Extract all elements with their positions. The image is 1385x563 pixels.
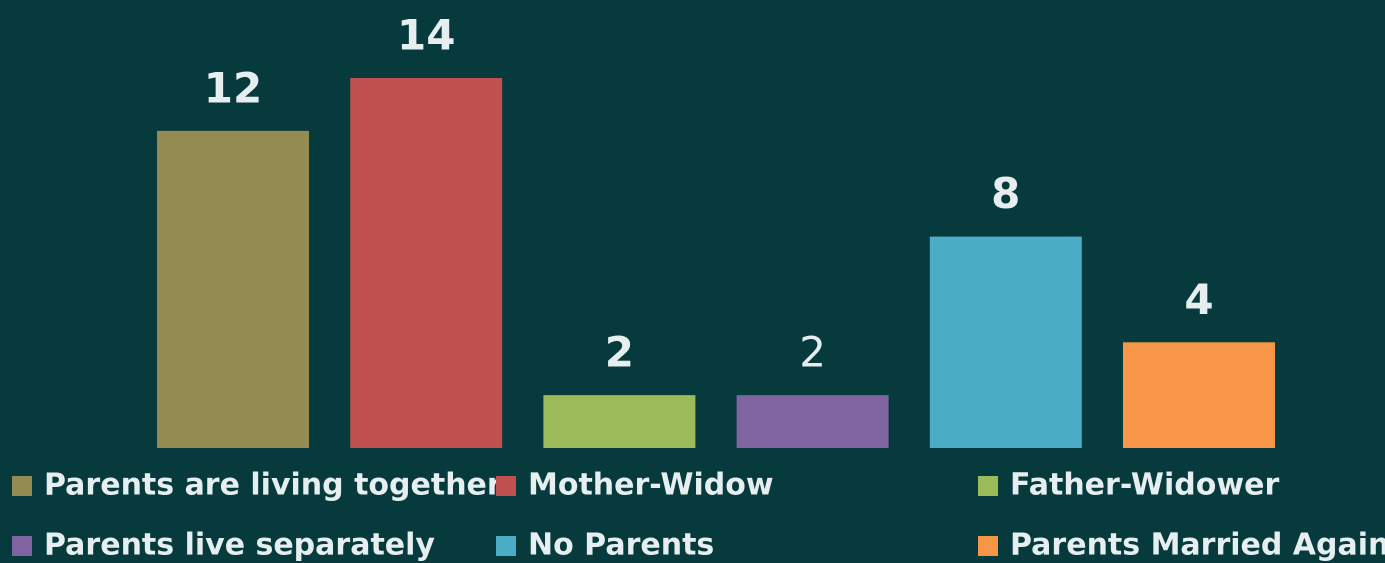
legend-swatch bbox=[978, 536, 998, 556]
bar bbox=[157, 130, 309, 448]
legend-label: Father-Widower bbox=[1010, 468, 1279, 503]
legend-label: Mother-Widow bbox=[528, 468, 774, 503]
bar bbox=[929, 236, 1082, 448]
value-label: 2 bbox=[799, 328, 826, 377]
value-label: 12 bbox=[204, 63, 262, 112]
legend-swatch bbox=[12, 476, 32, 496]
bar bbox=[1123, 342, 1275, 448]
legend-label: Parents live separately bbox=[44, 528, 435, 563]
legend-label: Parents Married Again bbox=[1010, 528, 1385, 563]
value-label: 2 bbox=[605, 328, 634, 377]
value-label: 14 bbox=[397, 11, 455, 60]
legend-label: No Parents bbox=[528, 528, 714, 563]
value-label: 4 bbox=[1184, 275, 1213, 324]
legend-swatch bbox=[12, 536, 32, 556]
bar bbox=[736, 395, 889, 448]
legend-label: Parents are living together bbox=[44, 468, 502, 503]
legend-swatch bbox=[978, 476, 998, 496]
legend-swatch bbox=[496, 476, 516, 496]
legend-swatch bbox=[496, 536, 516, 556]
value-label: 8 bbox=[991, 169, 1020, 218]
bar bbox=[543, 395, 696, 448]
bar bbox=[350, 78, 503, 448]
